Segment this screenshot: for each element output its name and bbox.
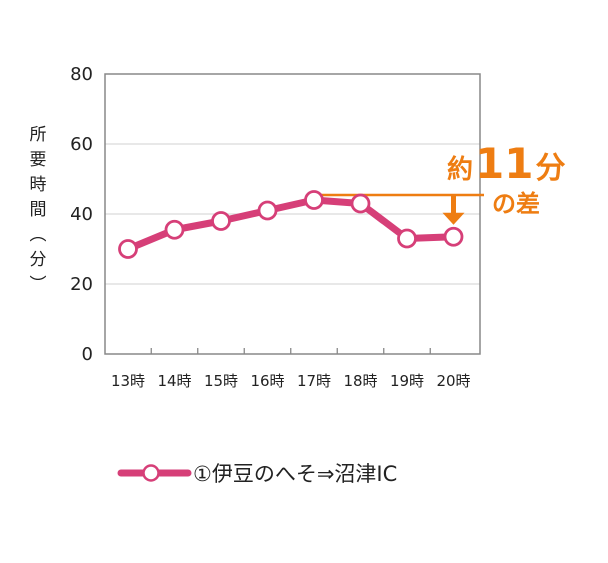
y-tick-label: 80 [70, 64, 93, 85]
data-point [350, 193, 371, 214]
series-line [118, 190, 464, 259]
legend-swatch-marker [142, 464, 160, 482]
x-tick-label: 19時 [390, 372, 424, 390]
data-point [304, 190, 324, 210]
legend: ①伊豆のへそ⇒沼津IC [117, 462, 397, 486]
difference-label-suffix: の差 [492, 190, 540, 218]
data-point [443, 226, 464, 247]
gridlines [105, 143, 480, 285]
difference-label: 約11分 [447, 139, 565, 188]
x-tick-labels: 13時 14時 15時 16時 17時 18時 19時 20時 [111, 372, 471, 390]
difference-arrow-head [442, 212, 465, 225]
data-point [397, 228, 417, 249]
x-tick-label: 16時 [250, 372, 284, 390]
y-tick-label: 20 [70, 274, 93, 295]
data-point [211, 211, 231, 231]
y-axis-label-text: 所要時間︵分︶ [30, 125, 47, 295]
x-tick-label: 14時 [157, 372, 191, 390]
y-tick-label: 60 [70, 134, 93, 155]
x-tick-label: 18時 [343, 372, 377, 390]
data-point [257, 200, 278, 221]
y-tick-labels: 0 20 40 60 80 [70, 64, 93, 365]
y-axis-label: 所要時間︵分︶ [30, 125, 47, 295]
x-tick-label: 20時 [436, 372, 470, 390]
x-tick-label: 13時 [111, 372, 145, 390]
plot-frame [104, 73, 481, 355]
legend-label: ①伊豆のへそ⇒沼津IC [193, 462, 397, 486]
data-point [118, 239, 138, 259]
data-point [164, 219, 185, 240]
x-tick-label: 17時 [297, 372, 331, 390]
y-tick-label: 40 [70, 204, 93, 225]
x-tick-label: 15時 [204, 372, 238, 390]
y-tick-label: 0 [82, 344, 93, 365]
x-tick-marks [150, 348, 431, 354]
